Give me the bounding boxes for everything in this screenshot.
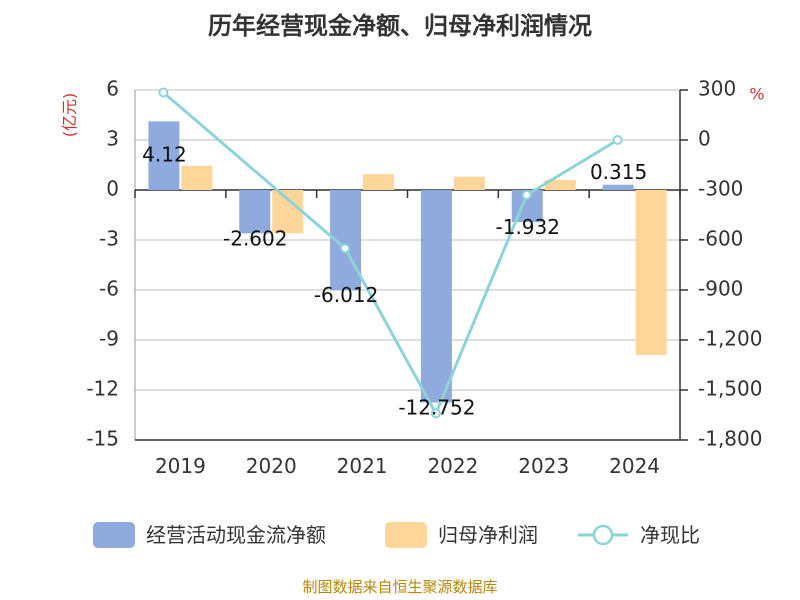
bar-netprofit: [363, 174, 395, 190]
data-label-cashflow: -2.602: [223, 226, 287, 250]
x-tick-label: 2021: [337, 454, 388, 478]
legend-label-cashflow: 经营活动现金流净额: [146, 523, 326, 547]
legend-swatch-netprofit: [385, 522, 427, 548]
bar-netprofit: [544, 180, 576, 190]
left-tick-label: 6: [106, 77, 119, 101]
x-tick-label: 2019: [155, 454, 206, 478]
chart-title: 历年经营现金净额、归母净利润情况: [208, 12, 592, 40]
source-note: 制图数据来自恒生聚源数据库: [302, 578, 497, 596]
ratio-point: [612, 135, 623, 145]
ratio-point: [340, 243, 351, 254]
right-tick-label: -300: [698, 177, 743, 201]
right-tick-label: -1,200: [698, 327, 762, 351]
legend-label-netprofit: 归母净利润: [438, 523, 538, 547]
grid: [135, 89, 680, 441]
data-label-cashflow: 0.315: [590, 160, 647, 184]
left-tick-label: -12: [86, 377, 119, 401]
right-tick-label: -900: [698, 277, 743, 301]
x-tick-label: 2024: [609, 454, 660, 478]
data-label-cashflow: -6.012: [314, 283, 378, 307]
x-tick-label: 2020: [246, 454, 297, 478]
ratio-point: [158, 87, 169, 98]
bar-cashflow: [148, 121, 180, 190]
bar-cashflow: [239, 190, 271, 234]
right-axis-unit: %: [749, 85, 764, 104]
x-tick-label: 2023: [518, 454, 569, 478]
left-tick-label: 0: [106, 177, 119, 201]
left-tick-label: 3: [106, 127, 119, 151]
legend-marker-ratio: [592, 524, 614, 546]
ratio-point: [430, 408, 441, 419]
left-axis-unit: (亿元): [60, 93, 79, 138]
bars: [148, 121, 667, 403]
right-tick-label: 0: [698, 127, 711, 151]
data-labels: 4.12 -2.602 -6.012 -12.752 -1.932 0.315: [142, 142, 647, 419]
bar-cashflow: [420, 190, 452, 403]
legend: 经营活动现金流净额 归母净利润 净现比: [93, 522, 700, 548]
bar-cashflow: [602, 184, 634, 190]
right-tick-label: -1,500: [698, 377, 762, 401]
left-tick-label: -6: [99, 277, 119, 301]
ratio-line: [162, 91, 619, 417]
legend-swatch-cashflow: [93, 522, 135, 548]
x-tick-label: 2022: [427, 454, 478, 478]
ratio-point: [521, 190, 532, 200]
data-label-cashflow: -1.932: [496, 215, 560, 239]
left-tick-label: -3: [99, 227, 119, 251]
legend-label-ratio: 净现比: [640, 523, 700, 547]
axes: 6 3 0 -3 -6 -9 -12 -15 300 0 -300 -600 -900 -1,200 -1,…: [86, 77, 762, 479]
bar-netprofit: [181, 165, 213, 190]
right-tick-label: -1,800: [698, 427, 762, 451]
bar-netprofit: [635, 190, 667, 355]
left-tick-label: -15: [86, 427, 119, 451]
bar-netprofit: [453, 176, 485, 190]
data-label-cashflow: 4.12: [142, 142, 187, 166]
data-label-cashflow: -12.752: [398, 396, 475, 420]
right-tick-label: 300: [698, 77, 736, 101]
line-series: [158, 87, 623, 419]
right-tick-label: -600: [698, 227, 743, 251]
left-tick-label: -9: [99, 327, 119, 351]
